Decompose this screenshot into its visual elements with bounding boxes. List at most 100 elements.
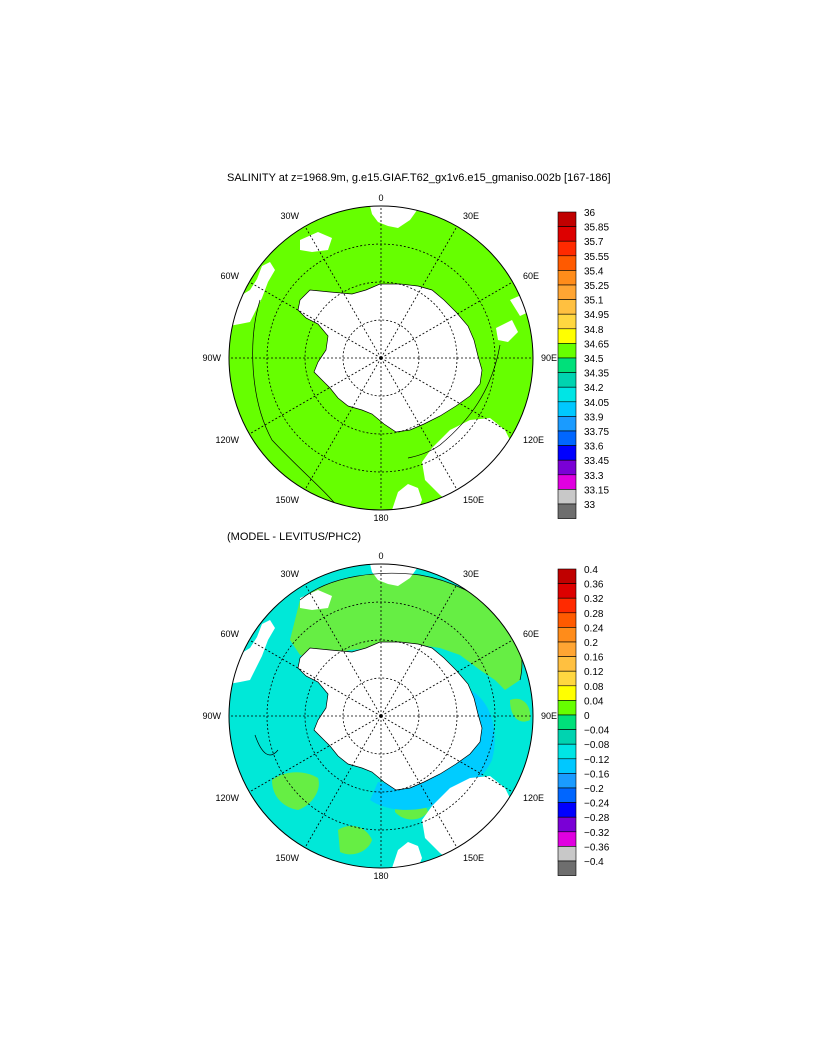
colorbar-anomaly: 0.4 0.36 0.32 0.28 0.24 0.2 0.16 0.12 0.08 0.04 0 −… — [557, 565, 610, 876]
colorbar-label: 34.2 — [584, 383, 604, 394]
longitude-label: 120W — [215, 435, 239, 445]
ice-edge-left — [300, 590, 332, 610]
colorbar-label: −0.24 — [584, 799, 610, 810]
anomaly-map — [228, 563, 534, 869]
longitude-label: 90W — [202, 353, 221, 363]
meridian-line — [380, 281, 513, 359]
colorbar-swatch — [557, 802, 577, 818]
graticule-bottom — [229, 564, 533, 868]
colorbar-swatch — [557, 284, 577, 300]
colorbar-swatch — [557, 255, 577, 271]
longitude-label: 150E — [463, 853, 484, 863]
colorbar-swatch — [557, 401, 577, 417]
longitude-label: 180 — [373, 513, 388, 523]
meridian-line — [304, 357, 382, 490]
colorbar-swatch — [557, 313, 577, 330]
colorbar-swatch — [557, 270, 577, 286]
colorbar-swatch — [557, 299, 577, 315]
longitude-label: 120E — [523, 793, 544, 803]
longitude-label: 150W — [275, 853, 299, 863]
colorbar-swatch — [557, 357, 577, 373]
new-zealand-land — [392, 484, 422, 510]
south-america-land — [229, 262, 275, 326]
africa-land — [370, 564, 420, 586]
salinity-map — [228, 205, 534, 511]
meridian-line — [380, 226, 458, 359]
colorbar-swatch — [557, 343, 577, 359]
longitude-label: 30W — [280, 569, 299, 579]
colorbar-label: 0 — [584, 711, 590, 722]
colorbar-label: 34.05 — [584, 398, 609, 409]
colorbar-swatch — [557, 489, 577, 505]
colorbar-label: 0.28 — [584, 609, 604, 620]
ice-edge-left — [300, 232, 332, 252]
longitude-label: 90W — [202, 711, 221, 721]
colorbar-swatch — [557, 656, 577, 672]
colorbar-swatch — [557, 831, 577, 847]
longitude-label: 60E — [523, 629, 539, 639]
colorbar-swatch — [557, 816, 577, 833]
longitude-label: 60W — [220, 629, 239, 639]
longitude-label: 150E — [463, 495, 484, 505]
colorbar-label: 0.16 — [584, 653, 604, 664]
colorbar-swatch — [557, 729, 577, 745]
colorbar-swatch — [557, 714, 577, 730]
colorbar-swatch — [557, 474, 577, 490]
new-zealand-land — [392, 842, 422, 868]
colorbar-label: −0.32 — [584, 828, 610, 839]
meridian-line — [380, 357, 513, 435]
colorbar-swatch — [557, 685, 577, 701]
colorbar-label: −0.36 — [584, 842, 610, 853]
longitude-labels-top: 0 30E 60E 90E 120E 150E 180 150W 120W 90W 60W 30W — [202, 193, 557, 523]
meridian-line — [380, 584, 458, 717]
longitude-label: 60E — [523, 271, 539, 281]
longitude-label: 90E — [541, 353, 557, 363]
colorbar-swatch — [557, 445, 577, 461]
colorbar-swatch — [557, 846, 577, 862]
colorbar-label: −0.12 — [584, 755, 610, 766]
longitude-label: 30W — [280, 211, 299, 221]
colorbar-label: −0.2 — [584, 784, 604, 795]
colorbar-label: 35.4 — [584, 266, 604, 277]
colorbar-swatch — [557, 328, 577, 344]
colorbar-swatch — [557, 743, 577, 760]
colorbar-label: 33.75 — [584, 427, 609, 438]
colorbar-label: 0.4 — [584, 565, 598, 576]
meridian-line — [249, 281, 382, 359]
colorbar-label: 34.35 — [584, 369, 609, 380]
colorbar-label: 35.1 — [584, 296, 604, 307]
colorbar-label: 0.08 — [584, 682, 604, 693]
colorbar-swatch — [557, 568, 577, 584]
meridian-line — [304, 715, 382, 848]
colorbar-label: 0.36 — [584, 580, 604, 591]
colorbar-label: 0.04 — [584, 696, 604, 707]
colorbar-swatch — [557, 597, 577, 614]
colorbar-swatch — [557, 641, 577, 657]
south-america-land — [229, 620, 275, 684]
colorbar-label: −0.16 — [584, 769, 610, 780]
colorbar-swatch — [557, 226, 577, 242]
colorbar-label: 35.85 — [584, 223, 609, 234]
colorbar-label: 33 — [584, 500, 596, 511]
longitude-label: 90E — [541, 711, 557, 721]
colorbar-swatch — [557, 787, 577, 803]
longitude-label: 120E — [523, 435, 544, 445]
colorbar-label: 34.8 — [584, 325, 604, 336]
meridian-line — [380, 357, 458, 490]
colorbar-salinity: 36 35.85 35.7 35.55 35.4 35.25 35.1 34.95 34.8 34… — [557, 208, 609, 519]
colorbar-swatch — [557, 386, 577, 403]
panel-title-salinity: SALINITY at z=1968.9m, g.e15.GIAF.T62_gx… — [227, 172, 611, 184]
colorbar-label: 35.55 — [584, 252, 609, 263]
colorbar-swatch — [557, 211, 577, 227]
colorbar-swatch — [557, 860, 577, 876]
longitude-label: 0 — [378, 551, 383, 561]
longitude-label: 30E — [463, 211, 479, 221]
colorbar-swatch — [557, 670, 577, 687]
colorbar-label: −0.28 — [584, 813, 610, 824]
colorbar-swatch — [557, 583, 577, 599]
colorbar-swatch — [557, 627, 577, 643]
colorbar-label: −0.08 — [584, 740, 610, 751]
colorbar-label: 34.95 — [584, 310, 609, 321]
colorbar-label: 36 — [584, 208, 596, 219]
colorbar-label: 34.65 — [584, 339, 609, 350]
